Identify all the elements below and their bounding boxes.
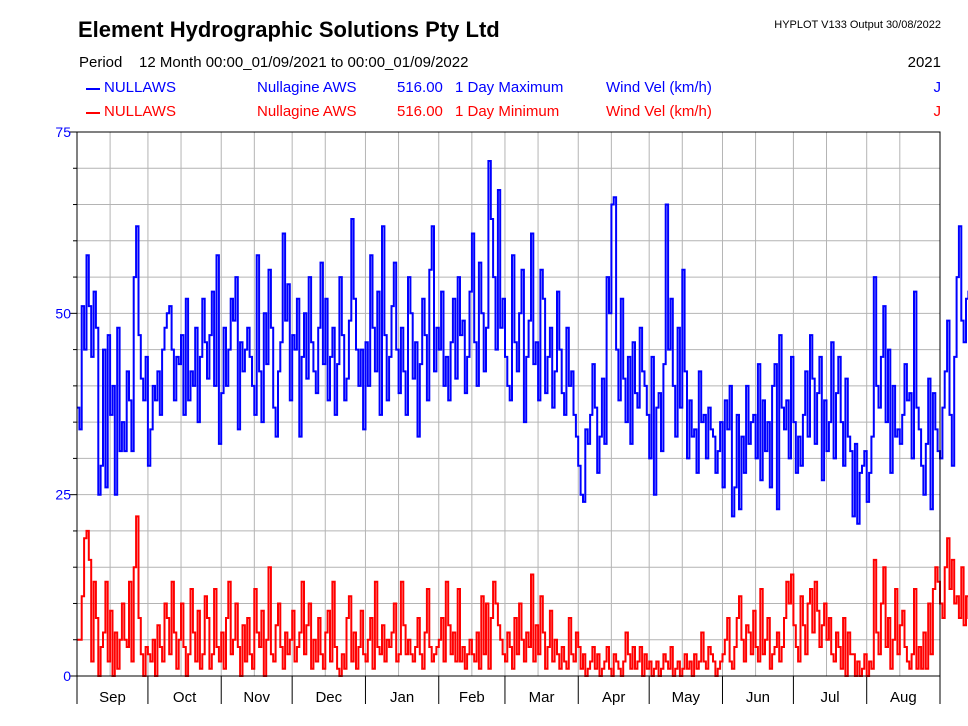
month-label: Sep: [99, 689, 126, 706]
legend-name-min: Nullagine AWS: [257, 103, 357, 120]
y-tick-label: 50: [55, 305, 71, 321]
chart-title: Element Hydrographic Solutions Pty Ltd: [78, 17, 500, 42]
legend-flag-min: J: [933, 103, 942, 120]
y-tick-label: 75: [55, 124, 71, 140]
month-label: Feb: [459, 689, 485, 706]
legend-line-max: [86, 88, 100, 90]
plot-frame: [76, 131, 941, 677]
legend-variable-max: Wind Vel (km/h): [606, 79, 712, 96]
month-label: Dec: [315, 689, 342, 706]
legend-variable-min: Wind Vel (km/h): [606, 103, 712, 120]
month-label: Oct: [173, 689, 197, 706]
y-tick-label: 0: [63, 668, 71, 684]
legend-stat-min: 1 Day Minimum: [455, 103, 560, 120]
month-label: May: [672, 689, 701, 706]
month-label: Mar: [529, 689, 555, 706]
legend-line-min: [86, 112, 100, 114]
period-range: 12 Month 00:00_01/09/2021 to 00:00_01/09…: [139, 54, 469, 71]
month-label: Nov: [243, 689, 270, 706]
legend-stat-max: 1 Day Maximum: [455, 79, 564, 96]
y-tick-label: 25: [55, 487, 71, 503]
month-label: Aug: [890, 689, 917, 706]
series-line-daily-minimum: [77, 515, 968, 677]
month-label: Apr: [602, 689, 625, 706]
output-info: HYPLOT V133 Output 30/08/2022: [774, 19, 941, 31]
legend-name-max: Nullagine AWS: [257, 79, 357, 96]
legend-code-min: 516.00: [397, 103, 443, 120]
legend-flag-max: J: [933, 79, 942, 96]
series-line-daily-maximum: [77, 160, 968, 525]
month-label: Jun: [746, 689, 770, 706]
month-label: Jul: [820, 689, 839, 706]
period-label: Period: [79, 54, 123, 71]
legend-site-min: NULLAWS: [104, 103, 176, 120]
legend-code-max: 516.00: [397, 79, 443, 96]
year-label: 2021: [907, 54, 941, 71]
month-label: Jan: [390, 689, 414, 706]
legend-site-max: NULLAWS: [104, 79, 176, 96]
